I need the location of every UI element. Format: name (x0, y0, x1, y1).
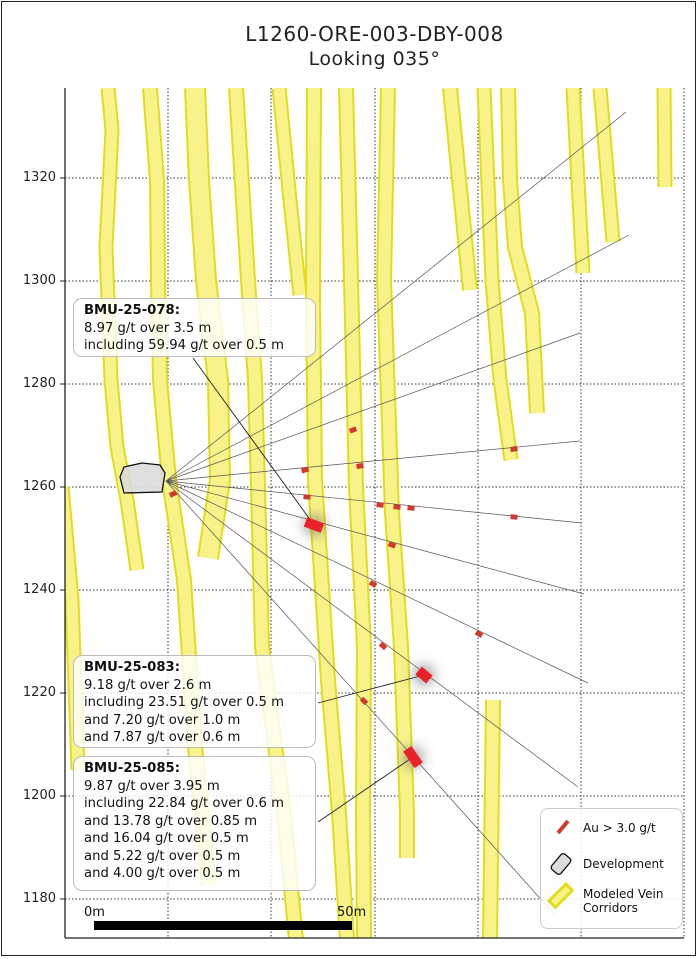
drill-trace (165, 332, 581, 482)
assay-line: and 5.22 g/t over 0.5 m (84, 848, 241, 864)
au-intercept (359, 696, 369, 706)
drill-trace (165, 480, 585, 595)
assay-line: and 13.78 g/t over 0.85 m (84, 813, 258, 829)
intercept-mark (303, 517, 325, 533)
y-tick-label: 1260 (22, 479, 56, 494)
vein-corridor (376, 88, 415, 858)
au-intercept (168, 490, 178, 498)
au-intercept (393, 504, 401, 510)
high-grade-intercept (303, 514, 325, 536)
vein-corridor (271, 88, 308, 296)
au-intercept (376, 502, 384, 508)
scale-bar-start-label: 0m (84, 905, 105, 920)
annotation-leader-line (192, 357, 315, 526)
legend-icons (546, 819, 575, 910)
au-intercept (356, 463, 364, 469)
vein-fill (502, 88, 543, 414)
vein-corridor (565, 88, 591, 274)
au-intercept (474, 630, 484, 638)
legend-label-veins: Modeled Vein Corridors (583, 887, 664, 915)
annotation-bmu-25-085: BMU-25-085: 9.87 g/t over 3.95 m includi… (73, 756, 316, 891)
legend: Au > 3.0 g/t Development Modeled Vein Co… (540, 808, 683, 929)
vein-fill (378, 88, 413, 858)
y-tick-label: 1200 (22, 788, 56, 803)
assay-line: and 7.87 g/t over 0.6 m (84, 730, 241, 745)
drill-trace (165, 480, 579, 788)
drill-trace (165, 480, 556, 916)
vein-fill (444, 88, 476, 291)
assay-line: and 4.00 g/t over 0.5 m (84, 866, 241, 881)
au-intercepts (168, 426, 518, 769)
annotation-leader-line (317, 756, 414, 823)
vein-corridor (476, 88, 519, 462)
section-title: L1260-ORE-003-DBY-008 (245, 22, 504, 46)
red-intercept-icon (556, 819, 570, 835)
development-polygon-icon (550, 853, 572, 875)
vein-corridor (338, 88, 372, 938)
vein-fill (484, 699, 499, 938)
vein-fill (307, 88, 353, 938)
intercept-mark (415, 666, 433, 684)
au-intercept (510, 445, 518, 453)
assay-line: and 7.20 g/t over 1.0 m (84, 712, 241, 728)
legend-label-development: Development (583, 857, 664, 871)
high-grade-intercept (402, 745, 424, 769)
drill-trace (165, 480, 589, 684)
drill-trace (165, 111, 627, 482)
au-intercept (303, 494, 311, 500)
hole-id: BMU-25-078: (84, 303, 180, 318)
vein-fill (658, 88, 671, 188)
y-tick-label: 1240 (22, 582, 56, 597)
au-intercept (407, 505, 415, 511)
vein-fill (567, 88, 589, 274)
au-intercept (510, 514, 518, 520)
vein-corridor (656, 88, 673, 188)
annotation-leader-line (317, 674, 425, 704)
assay-line: including 23.51 g/t over 0.5 m (84, 695, 284, 710)
assay-line: including 59.94 g/t over 0.5 m (84, 338, 284, 353)
drill-trace (165, 234, 630, 482)
au-intercept (387, 541, 397, 549)
vein-corridor-icon (546, 881, 575, 910)
y-tick-label: 1220 (22, 685, 56, 700)
au-intercept (368, 580, 378, 588)
vein-corridor (98, 88, 145, 572)
hole-id: BMU-25-083: (84, 660, 180, 675)
au-intercept (300, 466, 310, 474)
y-tick-label: 1320 (22, 170, 56, 185)
annotation-bmu-25-083: BMU-25-083: 9.18 g/t over 2.6 m includin… (73, 655, 316, 748)
section-subtitle: Looking 035° (308, 48, 441, 70)
high-grade-intercept (413, 664, 435, 686)
vein-corridor (500, 88, 545, 414)
y-tick-label: 1300 (22, 273, 56, 288)
annotation-bmu-25-078: BMU-25-078: 8.97 g/t over 3.5 m includin… (73, 298, 316, 357)
vein-fill (478, 88, 517, 461)
vein-fill (594, 88, 619, 243)
assay-line: 8.97 g/t over 3.5 m (84, 320, 212, 336)
vein-fill (100, 88, 143, 571)
au-intercept (378, 641, 388, 651)
development-outline (119, 462, 166, 494)
assay-line: and 16.04 g/t over 0.5 m (84, 831, 249, 846)
vein-fill (340, 88, 370, 938)
vein-corridor (592, 88, 621, 243)
y-tick-label: 1180 (22, 891, 56, 906)
intercept-mark (403, 745, 423, 769)
y-tick-label: 1280 (22, 376, 56, 391)
scale-bar-end-label: 50m (337, 905, 367, 920)
vein-corridor (482, 699, 501, 938)
vein-corridor (305, 88, 355, 938)
assay-line: including 22.84 g/t over 0.6 m (84, 796, 284, 811)
scale-bar (94, 921, 352, 930)
assay-line: 9.87 g/t over 3.95 m (84, 778, 220, 794)
assay-line: 9.18 g/t over 2.6 m (84, 677, 212, 693)
vein-fill (273, 88, 306, 296)
au-intercept (348, 426, 358, 434)
hole-id: BMU-25-085: (84, 761, 180, 776)
legend-label-au: Au > 3.0 g/t (583, 821, 656, 835)
vein-corridor (442, 88, 478, 291)
